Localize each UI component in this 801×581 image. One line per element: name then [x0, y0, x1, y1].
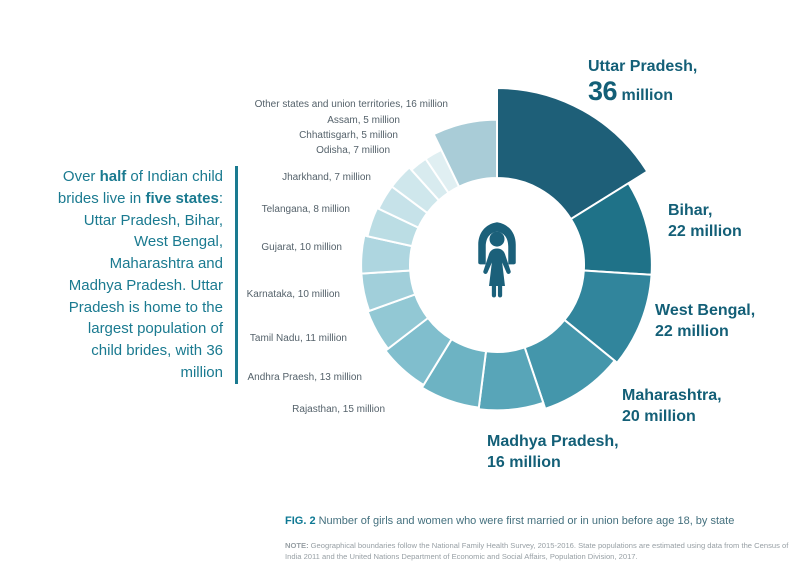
slice-label-telangana: Telangana, 8 million: [261, 204, 350, 215]
intro-text: Over half of Indian child brides live in…: [56, 166, 223, 384]
slice-label-state: Maharashtra,: [622, 387, 722, 404]
figure-number: FIG. 2: [285, 515, 316, 527]
slice-label-value: 20 million: [622, 407, 696, 425]
slice-label-tamil-nadu: Tamil Nadu, 11 million: [249, 333, 347, 344]
slice-label-andhra-praesh: Andhra Praesh, 13 million: [247, 372, 362, 383]
slice-label-gujarat: Gujarat, 10 million: [261, 242, 342, 253]
slice-value-number: 22: [655, 322, 673, 340]
figure-note: NOTE: Geographical boundaries follow the …: [285, 541, 790, 562]
intro-segment: : Uttar Pradesh, Bihar, West Bengal, Mah…: [68, 189, 223, 381]
slice-value-number: 16: [487, 453, 505, 471]
intro-callout: Over half of Indian child brides live in…: [56, 166, 238, 384]
slice-label-bihar: Bihar, 22 million: [668, 201, 742, 243]
pie-slice-west-bengal: [563, 269, 653, 365]
intro-segment-bold: half: [99, 168, 127, 185]
pie-slice-other-states-and-union-territories: [432, 118, 498, 189]
intro-segment: Over: [62, 168, 100, 185]
bride-icon: [467, 221, 527, 304]
slice-label-uttar-pradesh: Uttar Pradesh, 36 million: [588, 57, 697, 107]
slice-label-karnataka: Karnataka, 10 million: [246, 289, 340, 300]
slice-label-maharashtra: Maharashtra, 20 million: [622, 386, 722, 428]
intro-segment-bold: five states: [145, 189, 219, 207]
pie-slice-uttar-pradesh: [496, 86, 649, 221]
slice-label-rajasthan: Rajasthan, 15 million: [292, 404, 385, 415]
slice-label-other-states-and-union-territories: Other states and union territories, 16 m…: [254, 99, 448, 110]
slice-label-assam: Assam, 5 million: [327, 115, 400, 126]
slice-label-value: 36 million: [588, 75, 674, 106]
slice-label-odisha: Odisha, 7 million: [316, 145, 390, 156]
slice-value-number: 20: [622, 407, 640, 425]
figure-caption: FIG. 2 Number of girls and women who were…: [285, 515, 734, 527]
slice-label-state: Madhya Pradesh,: [487, 433, 619, 450]
figure-note-text: Geographical boundaries follow the Natio…: [285, 541, 789, 561]
slice-label-state: Bihar,: [668, 202, 713, 219]
slice-value-number: 36: [588, 75, 618, 106]
slice-label-jharkhand: Jharkhand, 7 million: [282, 172, 371, 183]
slice-label-chhattisgarh: Chhattisgarh, 5 million: [299, 130, 398, 141]
slice-label-state: West Bengal,: [655, 302, 756, 319]
figure-caption-text: Number of girls and women who were first…: [318, 515, 735, 527]
pie-slice-rajasthan: [420, 337, 488, 409]
intro-segment: of Indian child brides live in: [57, 168, 223, 207]
slice-value-number: 22: [668, 222, 686, 240]
slice-label-value: 16 million: [487, 453, 561, 471]
slice-label-state: Uttar Pradesh,: [588, 58, 698, 75]
pie-slice-maharashtra: [523, 318, 617, 411]
slice-label-value: 22 million: [655, 322, 729, 340]
slice-label-madhya-pradesh: Madhya Pradesh, 16 million: [487, 432, 619, 474]
figure-note-label: NOTE:: [285, 541, 309, 550]
slice-label-west-bengal: West Bengal, 22 million: [655, 301, 755, 343]
slice-label-value: 22 million: [668, 222, 742, 240]
